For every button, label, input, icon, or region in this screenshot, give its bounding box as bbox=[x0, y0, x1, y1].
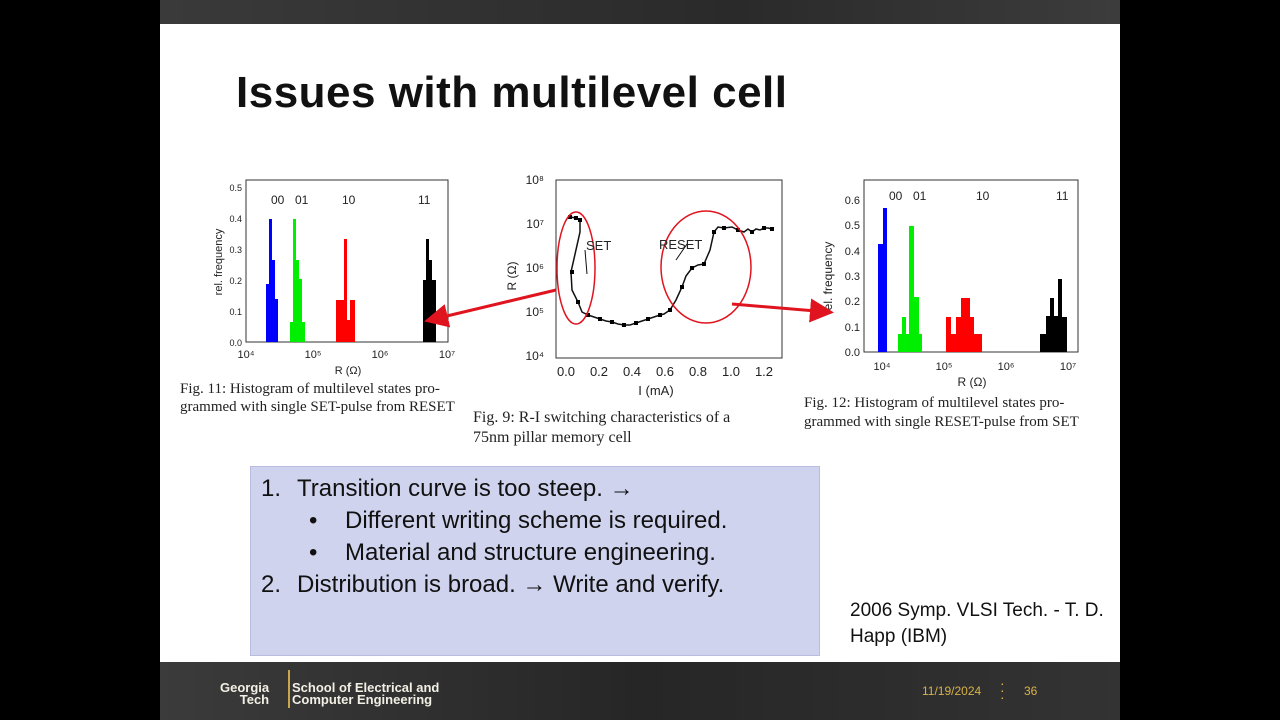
fig9-set-label: SET bbox=[586, 238, 611, 253]
fig11-ytick: 0.2 bbox=[229, 276, 242, 286]
fig11-ytick: 0.4 bbox=[229, 214, 242, 224]
issue-1-sub-2: Material and structure engineering. bbox=[345, 539, 716, 566]
fig9-ytick: 10⁶ bbox=[526, 261, 544, 275]
fig12-label-01: 01 bbox=[913, 189, 927, 203]
fig9-caption-line1: Fig. 9: R-I switching characteristics of… bbox=[473, 409, 731, 426]
fig11-caption-line2: grammed with single SET-pulse from RESET bbox=[180, 399, 455, 415]
fig9-xlabel: I (mA) bbox=[638, 383, 673, 398]
fig9-curve bbox=[569, 216, 773, 326]
fig9-xtick: 0.4 bbox=[623, 364, 641, 379]
issue-1-bullet-1: • bbox=[309, 507, 318, 534]
school-name-line-2: Computer Engineering bbox=[292, 692, 433, 707]
fig12-xtick: 10⁶ bbox=[998, 361, 1015, 373]
fig9-reset-ellipse bbox=[660, 210, 752, 324]
fig9-ytick: 10⁷ bbox=[526, 217, 544, 231]
issue-2: Distribution is broad. → Write and verif… bbox=[297, 571, 725, 598]
fig12-label-00: 00 bbox=[889, 189, 903, 203]
fig12-label-11: 11 bbox=[1056, 189, 1069, 203]
fig12-caption-line2: grammed with single RESET-pulse from SET bbox=[804, 414, 1079, 430]
fig9-reset-pointer bbox=[675, 243, 688, 261]
fig11-bars-10 bbox=[336, 239, 355, 342]
fig11-ytick: 0.5 bbox=[229, 183, 242, 193]
reference-line-2: Happ (IBM) bbox=[850, 626, 948, 647]
fig11-xtick: 10⁴ bbox=[238, 349, 255, 361]
issue-1-bullet-2: • bbox=[309, 539, 318, 566]
fig12-bars-01 bbox=[898, 226, 922, 352]
fig9-xtick: 0.0 bbox=[557, 364, 575, 379]
fig9-xtick: 1.0 bbox=[722, 364, 740, 379]
fig12-xlabel: R (Ω) bbox=[958, 375, 987, 389]
fig12-caption-line1: Fig. 12: Histogram of multilevel states … bbox=[804, 395, 1065, 411]
vertical-dots-icon: · · · bbox=[1000, 675, 1005, 705]
fig9-ytick: 10⁵ bbox=[526, 305, 544, 319]
fig12-ytick: 0.6 bbox=[845, 195, 860, 207]
fig11-label-00: 00 bbox=[271, 193, 285, 207]
fig11-xlabel: R (Ω) bbox=[335, 365, 362, 377]
fig11-label-11: 11 bbox=[418, 193, 431, 207]
fig11-bars-00 bbox=[266, 219, 278, 342]
fig12-ytick: 0.1 bbox=[845, 322, 860, 334]
fig9-xtick: 0.8 bbox=[689, 364, 707, 379]
fig9-ylabel: R (Ω) bbox=[505, 262, 519, 291]
fig12-ytick: 0.3 bbox=[845, 271, 860, 283]
fig12-ytick: 0.0 bbox=[845, 347, 860, 359]
fig11-xtick: 10⁵ bbox=[305, 349, 322, 361]
fig11-bars-01 bbox=[290, 219, 305, 342]
fig11-xtick: 10⁶ bbox=[372, 349, 389, 361]
fig12-ytick: 0.5 bbox=[845, 220, 860, 232]
fig12-bars-10 bbox=[946, 298, 982, 352]
logo-left-line-2: Tech bbox=[239, 692, 270, 707]
fig11-ylabel: rel. frequency bbox=[213, 228, 225, 295]
slide: Issues with multilevel cell 00 01 10 11 … bbox=[160, 24, 1120, 662]
fig12-xtick: 10⁵ bbox=[936, 361, 953, 373]
fig11-label-01: 01 bbox=[295, 193, 309, 207]
footer-bar: Georgia Tech School of Electrical and Co… bbox=[160, 662, 1120, 720]
georgia-tech-logo: Georgia Tech bbox=[220, 680, 270, 707]
fig12-xtick: 10⁴ bbox=[874, 361, 891, 373]
logo-left-line-1: Georgia bbox=[220, 680, 270, 695]
fig12-bars-00 bbox=[878, 208, 887, 352]
fig11-ytick: 0.0 bbox=[229, 338, 242, 348]
issue-1-number: 1. bbox=[261, 475, 282, 502]
fig11-xtick: 10⁷ bbox=[439, 349, 455, 361]
fig9-xtick: 1.2 bbox=[755, 364, 773, 379]
fig12-xtick: 10⁷ bbox=[1060, 361, 1076, 373]
reference-line-1: 2006 Symp. VLSI Tech. - T. D. bbox=[850, 600, 1104, 621]
fig11-label-10: 10 bbox=[342, 193, 356, 207]
fig9-reset-label: RESET bbox=[659, 237, 702, 252]
school-name-line-1: School of Electrical and bbox=[292, 680, 440, 695]
fig11-ytick: 0.1 bbox=[229, 307, 242, 317]
top-bar bbox=[160, 0, 1120, 24]
fig12-ytick: 0.4 bbox=[845, 246, 860, 258]
slide-title: Issues with multilevel cell bbox=[236, 68, 788, 117]
slide-date: 11/19/2024 bbox=[922, 684, 982, 698]
logo-divider bbox=[288, 670, 290, 708]
fig9-ytick: 10⁴ bbox=[525, 349, 544, 363]
fig11-caption-line1: Fig. 11: Histogram of multilevel states … bbox=[180, 381, 440, 397]
fig12-ylabel: rel. frequency bbox=[821, 242, 835, 315]
fig9-set-ellipse bbox=[556, 211, 596, 325]
fig9-points bbox=[568, 215, 774, 327]
fig11-ytick: 0.3 bbox=[229, 245, 242, 255]
issue-1: Transition curve is too steep. → bbox=[297, 475, 634, 502]
fig12-histogram: 00 01 10 11 0.6 0.5 0.4 0.3 0.2 0.1 0.0 … bbox=[821, 179, 1079, 389]
fig9-ytick: 10⁸ bbox=[526, 173, 544, 187]
fig9-caption-line2: 75nm pillar memory cell bbox=[473, 429, 632, 446]
fig9-xtick: 0.2 bbox=[590, 364, 608, 379]
fig9-set-pointer bbox=[584, 249, 588, 275]
page-number: 36 bbox=[1024, 684, 1038, 698]
fig11-histogram: 00 01 10 11 0.5 0.4 0.3 0.2 0.1 0.0 10⁴ … bbox=[213, 179, 455, 377]
issue-1-sub-1: Different writing scheme is required. bbox=[345, 507, 728, 534]
fig12-ytick: 0.2 bbox=[845, 296, 860, 308]
issue-2-number: 2. bbox=[261, 571, 282, 598]
fig11-bars-11 bbox=[423, 239, 436, 342]
fig9-xtick: 0.6 bbox=[656, 364, 674, 379]
fig12-bars-11 bbox=[1040, 279, 1067, 352]
school-name: School of Electrical and Computer Engine… bbox=[292, 680, 440, 707]
fig12-label-10: 10 bbox=[976, 189, 990, 203]
issues-box: 1. Transition curve is too steep. → • Di… bbox=[250, 466, 820, 656]
fig9-ri-curve: SET RESET 10⁸ 10⁷ 10⁶ 10⁵ 10⁴ 0.0 0.2 0.… bbox=[505, 173, 783, 398]
reference: 2006 Symp. VLSI Tech. - T. D. Happ (IBM) bbox=[850, 598, 1104, 650]
